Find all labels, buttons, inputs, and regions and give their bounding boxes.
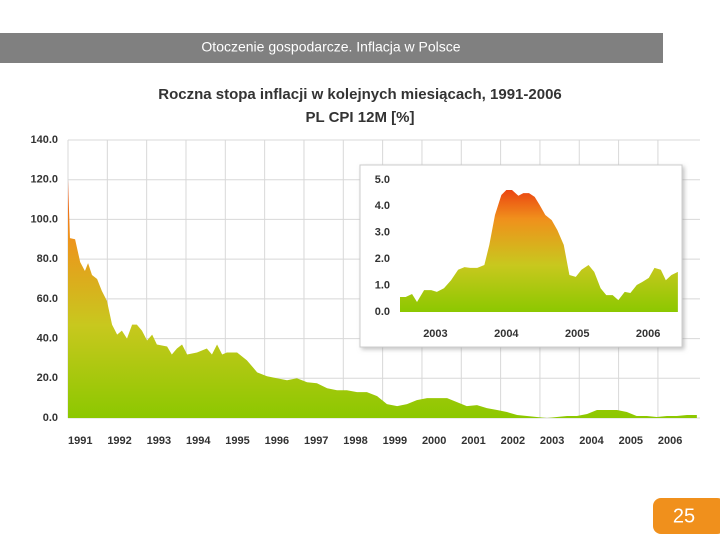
x-tick-label: 2003 — [540, 435, 564, 447]
area — [400, 189, 678, 312]
x-tick-label: 1997 — [304, 435, 328, 447]
y-tick-label: 80.0 — [37, 253, 58, 265]
y-tick-label: 3.0 — [375, 227, 390, 239]
x-tick-label: 1993 — [147, 435, 171, 447]
x-tick-label: 1991 — [68, 435, 92, 447]
y-tick-label: 20.0 — [37, 372, 58, 384]
page-number-box — [653, 498, 720, 534]
chart-title: Roczna stopa inflacji w kolejnych miesią… — [158, 86, 562, 103]
x-tick-label: 2006 — [658, 435, 682, 447]
x-tick-label: 2004 — [579, 435, 604, 447]
header-title: Otoczenie gospodarcze. Inflacja w Polsce — [201, 39, 460, 55]
x-tick-label: 1992 — [107, 435, 131, 447]
x-tick-label: 2005 — [565, 328, 589, 340]
x-tick-label: 2000 — [422, 435, 446, 447]
x-tick-label: 1994 — [186, 435, 211, 447]
chart-subtitle: PL CPI 12M [%] — [306, 109, 415, 126]
page-number: 25 — [673, 505, 695, 527]
x-tick-label: 2005 — [619, 435, 643, 447]
y-tick-label: 2.0 — [375, 253, 390, 265]
y-tick-label: 120.0 — [30, 174, 58, 186]
x-tick-label: 2001 — [461, 435, 485, 447]
inset-chart: 0.0 1.0 2.0 3.0 4.0 5.0 2003 2004 2005 2006 — [375, 174, 678, 340]
y-tick-label: 4.0 — [375, 200, 390, 212]
x-tick-label: 2003 — [423, 328, 447, 340]
y-tick-label: 40.0 — [37, 332, 58, 344]
y-tick-label: 140.0 — [30, 134, 58, 146]
x-tick-label: 1999 — [383, 435, 407, 447]
header-bar — [0, 33, 663, 63]
x-tick-label: 1996 — [265, 435, 289, 447]
x-tick-label: 1998 — [343, 435, 367, 447]
y-tick-label: 60.0 — [37, 293, 58, 305]
x-tick-label: 2006 — [636, 328, 660, 340]
y-tick-label: 100.0 — [30, 213, 58, 225]
x-tick-label: 1995 — [225, 435, 249, 447]
y-tick-label: 5.0 — [375, 174, 390, 186]
y-tick-label: 0.0 — [43, 412, 58, 424]
x-tick-label: 2004 — [494, 328, 519, 340]
area — [68, 179, 697, 418]
y-tick-label: 1.0 — [375, 279, 390, 291]
x-tick-label: 2002 — [501, 435, 525, 447]
y-tick-label: 0.0 — [375, 306, 390, 318]
